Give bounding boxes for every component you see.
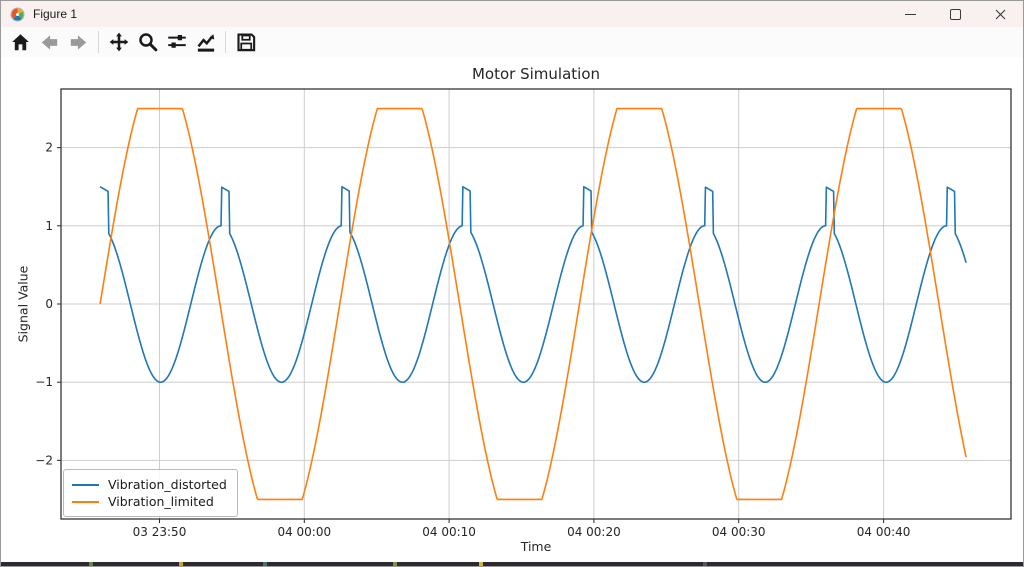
y-tick-label: 1	[45, 219, 53, 233]
desktop-pixel	[479, 562, 483, 566]
legend-swatch	[72, 484, 99, 486]
matplotlib-logo-icon	[10, 7, 25, 22]
legend-swatch	[72, 501, 99, 503]
back-arrow-icon	[40, 33, 59, 52]
desktop-pixel	[263, 562, 267, 566]
y-tick-label: 2	[45, 141, 53, 155]
save-button[interactable]	[232, 29, 259, 55]
figure-canvas: 03 23:50 04 00:00 04 00:10 04 00:20 04 00:30…	[1, 57, 1023, 564]
desktop-pixel	[703, 562, 707, 566]
magnifier-icon	[138, 32, 158, 52]
y-tick-label: 0	[45, 297, 53, 311]
legend-entry: Vibration_distorted	[72, 476, 227, 493]
forward-arrow-icon	[69, 33, 88, 52]
titlebar[interactable]: Figure 1	[1, 1, 1023, 27]
legend: Vibration_distorted Vibration_limited	[63, 469, 238, 517]
y-axis-label: Signal Value	[16, 266, 31, 343]
maximize-button[interactable]	[933, 1, 978, 27]
close-button[interactable]	[978, 1, 1023, 27]
desktop-pixel	[89, 562, 93, 566]
legend-label: Vibration_distorted	[108, 477, 227, 492]
edit-parameters-button[interactable]	[192, 29, 219, 55]
desktop-sliver	[1, 562, 1023, 566]
home-icon	[11, 33, 30, 52]
home-button[interactable]	[7, 29, 34, 55]
back-button[interactable]	[36, 29, 63, 55]
x-axis-label: Time	[61, 539, 1011, 554]
x-tick-label: 03 23:50	[133, 525, 187, 539]
window-title: Figure 1	[33, 7, 77, 21]
configure-subplots-button[interactable]	[163, 29, 190, 55]
desktop-pixel	[393, 562, 397, 566]
desktop-pixel	[179, 562, 183, 566]
y-tick-label: −2	[35, 453, 53, 467]
minimize-icon	[905, 14, 916, 15]
sliders-icon	[167, 32, 187, 52]
x-tick-label: 04 00:10	[422, 525, 476, 539]
toolbar-separator	[225, 31, 226, 53]
toolbar-separator	[98, 31, 99, 53]
floppy-disk-icon	[236, 32, 256, 52]
legend-label: Vibration_limited	[108, 494, 214, 509]
line-chart-icon	[196, 32, 216, 52]
minimize-button[interactable]	[888, 1, 933, 27]
close-icon	[995, 9, 1006, 20]
zoom-button[interactable]	[134, 29, 161, 55]
maximize-icon	[950, 9, 961, 20]
x-tick-label: 04 00:30	[712, 525, 766, 539]
x-tick-label: 04 00:40	[857, 525, 911, 539]
pan-icon	[109, 32, 129, 52]
pan-button[interactable]	[105, 29, 132, 55]
x-tick-label: 04 00:00	[277, 525, 331, 539]
toolbar	[1, 27, 1023, 57]
forward-button[interactable]	[65, 29, 92, 55]
series-line-vibration_distorted	[100, 187, 966, 382]
window-controls	[888, 1, 1023, 27]
y-tick-label: −1	[35, 375, 53, 389]
chart-title: Motor Simulation	[61, 65, 1011, 83]
legend-entry: Vibration_limited	[72, 493, 227, 510]
x-tick-label: 04 00:20	[567, 525, 621, 539]
figure-window: Figure 1	[0, 0, 1024, 567]
